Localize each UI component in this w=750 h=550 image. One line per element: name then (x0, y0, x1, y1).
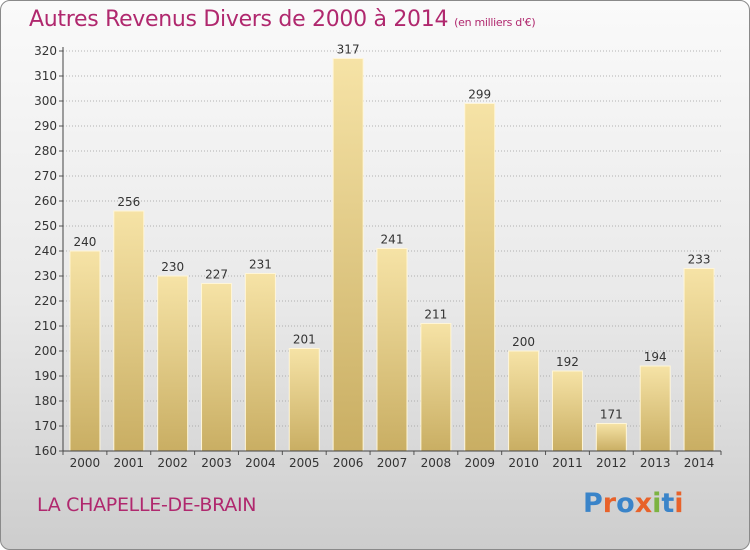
x-tick-label-2009: 2009 (464, 456, 495, 470)
y-tick-label: 240 (34, 244, 57, 258)
value-label-2014: 233 (688, 253, 711, 267)
logo-letter: r (602, 488, 617, 519)
x-tick-label-2005: 2005 (289, 456, 320, 470)
y-tick-label: 260 (34, 194, 57, 208)
x-tick-label-2004: 2004 (245, 456, 276, 470)
y-tick-label: 210 (34, 319, 57, 333)
x-tick-label-2002: 2002 (157, 456, 188, 470)
x-tick-label-2008: 2008 (421, 456, 452, 470)
value-labels: 240 256 230 227 231 201 317 241 211 299 200 192 171 1… (73, 43, 710, 422)
y-tick-label: 320 (34, 44, 57, 58)
bar-2002 (157, 275, 189, 452)
bar-2009 (464, 103, 496, 452)
bar-2011 (551, 370, 583, 452)
value-label-2013: 194 (644, 350, 667, 364)
y-tick-label: 270 (34, 169, 57, 183)
y-tick-label: 290 (34, 119, 57, 133)
axes (62, 47, 721, 452)
bar-2001 (113, 210, 145, 452)
logo-letter: t (661, 488, 675, 519)
bar-2007 (376, 248, 408, 452)
chart-unit: (en milliers d'€) (454, 16, 536, 29)
value-label-2012: 171 (600, 408, 623, 422)
bar-2012 (595, 423, 627, 452)
x-tick-label-2011: 2011 (552, 456, 583, 470)
y-tick-label: 220 (34, 294, 57, 308)
value-label-2007: 241 (381, 233, 404, 247)
value-label-2003: 227 (205, 268, 228, 282)
bar-2014 (683, 268, 715, 452)
bar-2003 (201, 283, 233, 452)
bar-2006 (332, 58, 364, 452)
x-tick-label-2012: 2012 (596, 456, 627, 470)
bar-2005 (288, 348, 320, 452)
bar-2000 (69, 250, 101, 452)
y-tick-label: 180 (34, 394, 57, 408)
y-tick-label: 250 (34, 219, 57, 233)
bar-2010 (508, 350, 540, 452)
value-label-2006: 317 (337, 43, 360, 57)
x-tick-label-2013: 2013 (640, 456, 671, 470)
value-label-2011: 192 (556, 355, 579, 369)
bars (69, 58, 715, 452)
y-tick-label: 300 (34, 94, 57, 108)
value-label-2001: 256 (117, 195, 140, 209)
chart-title: Autres Revenus Divers de 2000 à 2014 (en … (29, 7, 536, 32)
x-tick-label-2006: 2006 (333, 456, 364, 470)
bar-2004 (244, 273, 276, 452)
y-tick-label: 190 (34, 369, 57, 383)
logo-letter: i (652, 488, 662, 519)
x-tick-label-2007: 2007 (377, 456, 408, 470)
y-axis-ticks: 160 170 180 190 200 210 220 230 240 250 260 270 280 2… (34, 44, 63, 458)
value-label-2009: 299 (468, 88, 491, 102)
place-name: LA CHAPELLE-DE-BRAIN (37, 494, 257, 516)
x-tick-label-2000: 2000 (70, 456, 101, 470)
bar-2013 (639, 365, 671, 452)
proxiti-logo: Proxiti (583, 488, 684, 519)
y-tick-label: 200 (34, 344, 57, 358)
x-tick-label-2003: 2003 (201, 456, 232, 470)
y-tick-label: 310 (34, 69, 57, 83)
x-tick-label-2014: 2014 (684, 456, 715, 470)
y-tick-label: 230 (34, 269, 57, 283)
value-label-2000: 240 (73, 235, 96, 249)
value-label-2008: 211 (424, 308, 447, 322)
logo-letter: P (583, 488, 603, 519)
logo-letter: i (674, 488, 684, 519)
x-tick-label-2001: 2001 (114, 456, 145, 470)
logo-letter: x (634, 488, 653, 519)
logo-letter: o (616, 488, 635, 519)
y-tick-label: 280 (34, 144, 57, 158)
value-label-2005: 201 (293, 333, 316, 347)
value-label-2002: 230 (161, 260, 184, 274)
y-tick-label: 170 (34, 419, 57, 433)
x-tick-label-2010: 2010 (508, 456, 539, 470)
bar-2008 (420, 323, 452, 452)
chart-title-text: Autres Revenus Divers de 2000 à 2014 (29, 7, 449, 32)
value-label-2004: 231 (249, 258, 272, 272)
y-tick-label: 160 (34, 444, 57, 458)
x-axis-ticks: 2000 2001 2002 2003 2004 2005 2006 2007 2008 2009… (62, 451, 722, 470)
value-label-2010: 200 (512, 335, 535, 349)
